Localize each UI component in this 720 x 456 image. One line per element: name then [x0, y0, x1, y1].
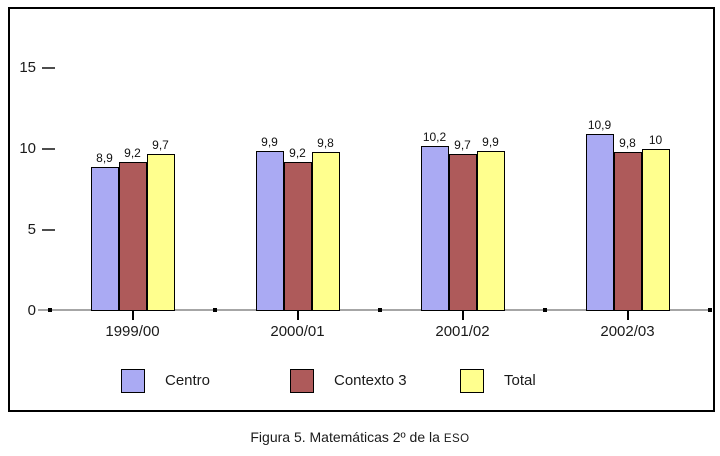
- x-tick-2001-02: [461, 311, 464, 320]
- bar-contexto-3-2001-02: [448, 154, 477, 311]
- chart-frame: 0 5 10 15 1999/00 8,9 9,2 9,7 2000/01 9,9 9,2 9,8 2…: [8, 7, 715, 412]
- x-axis-line: [38, 309, 710, 311]
- bar-value-label-total-2002-03: 10: [648, 133, 663, 147]
- bar-value-label-centro-1999-00: 8,9: [96, 151, 113, 165]
- bar-centro-1999-00: [90, 167, 119, 311]
- bar-value-label-centro-2000-01: 9,9: [261, 135, 278, 149]
- y-tick-label-15: 15: [19, 59, 36, 76]
- bar-total-2000-01: [311, 152, 340, 311]
- x-tick-2000-01: [296, 311, 299, 320]
- x-category-label-2001-02: 2001/02: [435, 323, 490, 340]
- x-category-label-2002-03: 2002/03: [600, 323, 655, 340]
- legend-swatch-centro: [121, 369, 145, 393]
- caption-suffix: ESO: [443, 433, 470, 445]
- bar-total-1999-00: [146, 154, 175, 311]
- bar-value-label-contexto-3-2002-03: 9,8: [619, 136, 636, 150]
- x-category-label-1999-00: 1999/00: [105, 323, 160, 340]
- bar-value-label-contexto-3-1999-00: 9,2: [124, 146, 141, 160]
- x-axis-dot: [48, 308, 52, 312]
- bar-total-2001-02: [476, 151, 505, 311]
- figure-caption: Figura 5. Matemáticas 2º de la ESO: [0, 429, 720, 445]
- bar-contexto-3-2000-01: [283, 162, 312, 311]
- bar-centro-2001-02: [420, 146, 449, 311]
- bar-value-label-total-2001-02: 9,9: [482, 135, 499, 149]
- bar-centro-2002-03: [585, 134, 614, 311]
- bar-value-label-centro-2002-03: 10,9: [587, 118, 612, 132]
- x-axis-dot: [543, 308, 547, 312]
- legend-label-contexto-3: Contexto 3: [334, 372, 407, 389]
- bar-centro-2000-01: [255, 151, 284, 311]
- bar-value-label-contexto-3-2001-02: 9,7: [454, 138, 471, 152]
- y-tick-mark-5: [42, 229, 55, 231]
- y-tick-label-10: 10: [19, 140, 36, 157]
- x-tick-2002-03: [626, 311, 629, 320]
- legend-label-total: Total: [504, 372, 536, 389]
- y-tick-label-0: 0: [27, 302, 36, 319]
- legend-swatch-contexto-3: [290, 369, 314, 393]
- bar-value-label-contexto-3-2000-01: 9,2: [289, 146, 306, 160]
- y-tick-label-5: 5: [27, 221, 36, 238]
- x-axis-dot: [708, 308, 712, 312]
- x-category-label-2000-01: 2000/01: [270, 323, 325, 340]
- legend-swatch-total: [460, 369, 484, 393]
- bar-total-2002-03: [641, 149, 670, 311]
- y-tick-mark-15: [42, 67, 55, 69]
- caption-text: Figura 5. Matemáticas 2º de la: [250, 429, 440, 445]
- bar-contexto-3-1999-00: [118, 162, 147, 311]
- legend-item-total: Total: [460, 369, 536, 393]
- legend-item-centro: Centro: [121, 369, 210, 393]
- x-axis-dot: [213, 308, 217, 312]
- bar-value-label-total-1999-00: 9,7: [152, 138, 169, 152]
- legend-label-centro: Centro: [165, 372, 211, 389]
- bar-value-label-centro-2001-02: 10,2: [422, 130, 447, 144]
- y-tick-mark-10: [42, 148, 55, 150]
- x-axis-dot: [378, 308, 382, 312]
- bar-value-label-total-2000-01: 9,8: [317, 136, 334, 150]
- bar-contexto-3-2002-03: [613, 152, 642, 311]
- x-tick-1999-00: [131, 311, 134, 320]
- legend-item-contexto-3: Contexto 3: [290, 369, 407, 393]
